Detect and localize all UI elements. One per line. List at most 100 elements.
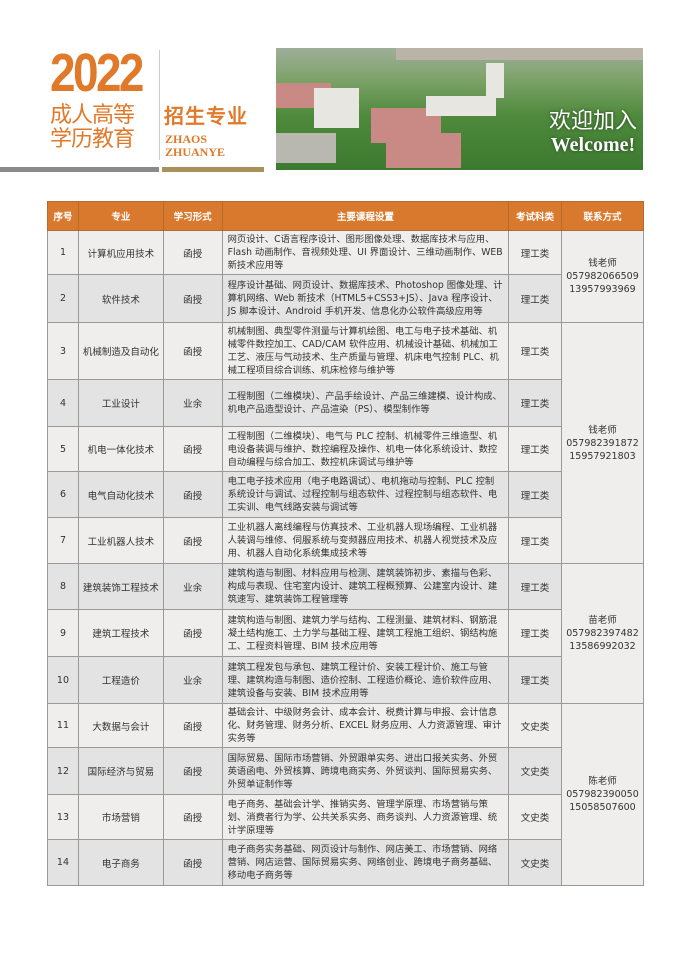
contact-name: 陈老师: [588, 776, 617, 787]
row-courses: 工业机器人离线编程与仿真技术、工业机器人现场编程、工业机器人装调与维修、伺服系统…: [221, 517, 510, 564]
contact-phone: 057982066509: [566, 271, 639, 282]
decor-bar-gray: [0, 167, 159, 172]
row-no: 6: [47, 471, 79, 518]
row-category: 理工类: [508, 563, 562, 610]
contact-mobile: 15957921803: [569, 450, 636, 462]
row-mode: 函授: [162, 274, 223, 323]
row-no: 2: [47, 274, 79, 323]
row-courses: 建筑构造与制图、建筑力学与结构、工程测量、建筑材料、钢筋混凝土结构施工、土力学与…: [221, 609, 510, 657]
col-courses: 主要课程设置: [221, 201, 510, 231]
row-category: 理工类: [508, 656, 562, 704]
row-no: 14: [47, 839, 79, 886]
pinyin-line1: ZHAOS: [165, 132, 208, 146]
contact-cell: 陈老师 057982390050 15058507600: [560, 703, 645, 886]
row-category: 文史类: [508, 794, 562, 840]
table-row: 1 计算机应用技术 函授 网页设计、C语言程序设计、图形图像处理、数据库技术与应用、F…: [47, 230, 645, 323]
row-courses: 程序设计基础、网页设计、数据库技术、Photoshop 图像处理、计算机网络、W…: [221, 274, 510, 323]
contact-phone: 057982391872: [566, 437, 639, 449]
row-category: 理工类: [508, 322, 562, 380]
row-major: 建筑装饰工程技术: [77, 563, 164, 610]
row-major: 工程造价: [77, 656, 164, 704]
table-row: 7 工业机器人技术 函授 工业机器人离线编程与仿真技术、工业机器人现场编程、工业机器人…: [47, 517, 644, 564]
contact-phone: 057982390050: [566, 789, 639, 800]
building-shape: [386, 133, 461, 168]
row-no: 7: [47, 517, 79, 564]
row-major: 建筑工程技术: [77, 609, 164, 657]
col-category: 考试科类: [508, 201, 562, 231]
welcome-text: 欢迎加入 Welcome!: [549, 110, 637, 157]
row-mode: 业余: [162, 656, 223, 704]
row-major: 计算机应用技术: [77, 230, 164, 275]
col-no: 序号: [47, 201, 79, 231]
title-line2: 学历教育: [50, 127, 135, 152]
row-mode: 函授: [162, 703, 223, 748]
welcome-en: Welcome!: [550, 134, 636, 156]
building-shape: [276, 133, 336, 163]
row-courses: 建筑工程发包与承包、建筑工程计价、安装工程计价、施工与管理、建筑构造与制图、造价…: [221, 656, 510, 704]
row-mode: 业余: [162, 379, 223, 427]
row-no: 13: [47, 794, 79, 840]
contact-mobile: 13586992032: [569, 641, 636, 652]
row-category: 文史类: [508, 747, 562, 795]
city-strip: [396, 48, 643, 60]
row-no: 3: [47, 322, 79, 380]
row-courses: 建筑构造与制图、材料应用与检测、建筑装饰初步、素描与色彩、构成与表现、住宅室内设…: [221, 563, 510, 610]
table-row: 6 电气自动化技术 函授 电工电子技术应用（电子电路调试）、电机拖动与控制、PLC 控…: [47, 471, 644, 518]
row-mode: 函授: [162, 794, 223, 840]
contact-phone: 057982397482: [566, 628, 639, 639]
table-row: 8 建筑装饰工程技术 业余 建筑构造与制图、材料应用与检测、建筑装饰初步、素描与色彩、…: [47, 563, 645, 704]
contact-cell: 钱老师 057982066509 13957993969: [560, 230, 645, 323]
row-mode: 函授: [162, 230, 223, 275]
divider: [159, 50, 160, 160]
row-major: 电气自动化技术: [77, 471, 164, 518]
contact-mobile: 15058507600: [569, 802, 636, 813]
col-contact: 联系方式: [560, 201, 645, 231]
row-major: 大数据与会计: [77, 703, 164, 748]
row-category: 理工类: [508, 379, 562, 427]
building-shape: [426, 96, 496, 116]
decor-bar-gold: [162, 167, 264, 172]
table-header: 序号 专业 学习形式 主要课程设置 考试科类 联系方式: [47, 201, 645, 231]
row-courses: 机械制图、典型零件测量与计算机绘图、电工与电子技术基础、机械零件数控加工、CAD…: [221, 322, 510, 380]
table-row: 4 工业设计 业余 工程制图（二维模块）、产品手绘设计、产品三维建模、设计构成、机电产…: [47, 379, 644, 427]
row-category: 理工类: [508, 274, 562, 323]
row-major: 国际经济与贸易: [77, 747, 164, 795]
row-mode: 函授: [162, 609, 223, 657]
table-row: 12 国际经济与贸易 函授 国际贸易、国际市场营销、外贸跟单实务、进出口报关实务、外贸…: [47, 747, 644, 795]
row-courses: 电工电子技术应用（电子电路调试）、电机拖动与控制、PLC 控制系统设计与调试、过…: [221, 471, 510, 518]
row-category: 理工类: [508, 471, 562, 518]
row-mode: 函授: [162, 426, 223, 472]
table-row: 3 机械制造及自动化函授 机械制图、典型零件测量与计算机绘图、电工与电子技术基础、机…: [47, 322, 645, 564]
row-courses: 电子商务实务基础、网页设计与制作、网店美工、市场营销、网络营销、网店运营、国际贸…: [221, 839, 510, 886]
row-category: 理工类: [508, 609, 562, 657]
row-major: 机电一体化技术: [77, 426, 164, 472]
row-major: 工业机器人技术: [77, 517, 164, 564]
year-title: 2022: [50, 43, 144, 103]
pinyin-line2: ZHUANYE: [165, 145, 226, 159]
table-row: 2 软件技术 函授 程序设计基础、网页设计、数据库技术、Photoshop 图像处理、…: [47, 274, 644, 323]
table-row: 10 工程造价 业余 建筑工程发包与承包、建筑工程计价、安装工程计价、施工与管理、建筑…: [47, 656, 644, 704]
contact-name: 苗老师: [588, 615, 617, 626]
row-mode: 函授: [162, 471, 223, 518]
contact-name: 钱老师: [588, 424, 617, 436]
table-row: 9 建筑工程技术 函授 建筑构造与制图、建筑力学与结构、工程测量、建筑材料、钢筋混凝土…: [47, 609, 644, 657]
row-major: 市场营销: [77, 794, 164, 840]
row-no: 5: [47, 426, 79, 472]
building-shape: [314, 88, 359, 128]
row-major: 机械制造及自动化: [77, 322, 164, 380]
row-courses: 网页设计、C语言程序设计、图形图像处理、数据库技术与应用、Flash 动画制作、…: [221, 230, 510, 275]
row-mode: 业余: [162, 563, 223, 610]
row-major: 软件技术: [77, 274, 164, 323]
title-block: 成人高等 学历教育: [50, 104, 135, 152]
row-mode: 函授: [162, 839, 223, 886]
row-no: 9: [47, 609, 79, 657]
row-major: 工业设计: [77, 379, 164, 427]
contact-name: 钱老师: [588, 258, 617, 269]
row-category: 理工类: [508, 230, 562, 275]
pinyin-block: ZHAOS ZHUANYE: [165, 133, 225, 159]
row-no: 10: [47, 656, 79, 704]
col-major: 专业: [77, 201, 164, 231]
row-courses: 工程制图（二维模块）、产品手绘设计、产品三维建模、设计构成、机电产品造型设计、产…: [221, 379, 510, 427]
row-category: 文史类: [508, 839, 562, 886]
row-courses: 电子商务、基础会计学、推销实务、管理学原理、市场营销与策划、消费者行为学、公共关…: [221, 794, 510, 840]
